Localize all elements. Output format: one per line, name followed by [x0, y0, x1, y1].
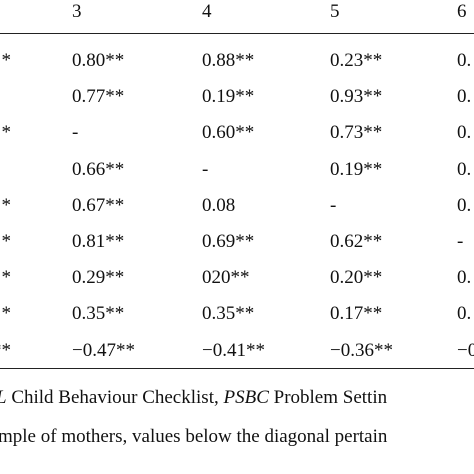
- table-cell: 0.: [457, 194, 472, 216]
- table-cell: 0.35**: [202, 303, 255, 325]
- table-cell: -: [72, 122, 79, 144]
- header-cell: 3: [72, 1, 82, 22]
- table-cell: 0.62**: [330, 231, 383, 252]
- table-cell: 020**: [202, 267, 250, 289]
- footnote-text: Child Behaviour Checklist,: [6, 387, 224, 408]
- bottom-rule: [0, 368, 474, 369]
- header-cell: 6: [457, 1, 467, 22]
- table-cell: 0.77**: [72, 86, 125, 108]
- table-cell: 0.73**: [330, 122, 383, 144]
- table-cell: −0.47**: [72, 339, 135, 361]
- table-cell: −0.36**: [330, 339, 393, 361]
- table-cell: -: [457, 231, 464, 252]
- table-cell: 0.: [457, 122, 472, 144]
- table-cell: 0.29**: [72, 267, 125, 289]
- table-cell: 0.93**: [330, 86, 383, 108]
- header-cell: 4: [202, 1, 212, 22]
- table-cell: 0.80**: [72, 50, 125, 71]
- table-cell: 0.69**: [202, 231, 255, 252]
- table-cell: 0.19**: [202, 86, 255, 108]
- table-cell: 0.19**: [330, 158, 383, 180]
- table-cell: *: [1, 267, 12, 289]
- table-cell: 0.66**: [72, 158, 125, 180]
- header-rule: [0, 33, 474, 34]
- table-cell: 0.: [457, 267, 472, 289]
- table-cell: *: [1, 231, 12, 252]
- header-cell: 5: [330, 1, 340, 22]
- table-cell: 0.81**: [72, 231, 125, 252]
- table-cell: 0.67**: [72, 194, 125, 216]
- table-cell: *: [1, 194, 12, 216]
- table-cell: 0.23**: [330, 50, 383, 71]
- table-cell: *: [1, 303, 12, 325]
- footnote-text: PSBC: [223, 387, 269, 408]
- footnote-line: L Child Behaviour Checklist, PSBC Proble…: [0, 388, 387, 408]
- table-cell: *: [1, 122, 12, 144]
- footnote-text: Problem Settin: [268, 387, 388, 408]
- table-cell: 0.17**: [330, 303, 383, 325]
- table-cell: -: [202, 158, 209, 180]
- table-cell: 0.88**: [202, 50, 255, 71]
- table-cell: *: [1, 50, 12, 71]
- table-cell: 0.35**: [72, 303, 125, 325]
- table-cell: 0.: [457, 158, 472, 180]
- table-cell: 0.20**: [330, 267, 383, 289]
- table-cell: 0.60**: [202, 122, 255, 144]
- table-cell: .1**: [0, 339, 11, 361]
- footnote-text: L: [0, 387, 7, 408]
- table-cell: -: [330, 194, 337, 216]
- table-cell: 0.: [457, 50, 472, 71]
- table-cell: 0.: [457, 303, 472, 325]
- table-cell: 0.: [457, 86, 472, 108]
- table-cell: −0: [457, 339, 474, 361]
- table-cell: 0.08: [202, 194, 236, 216]
- table-cell: −0.41**: [202, 339, 265, 361]
- footnote-line: mple of mothers, values below the diagon…: [0, 426, 388, 447]
